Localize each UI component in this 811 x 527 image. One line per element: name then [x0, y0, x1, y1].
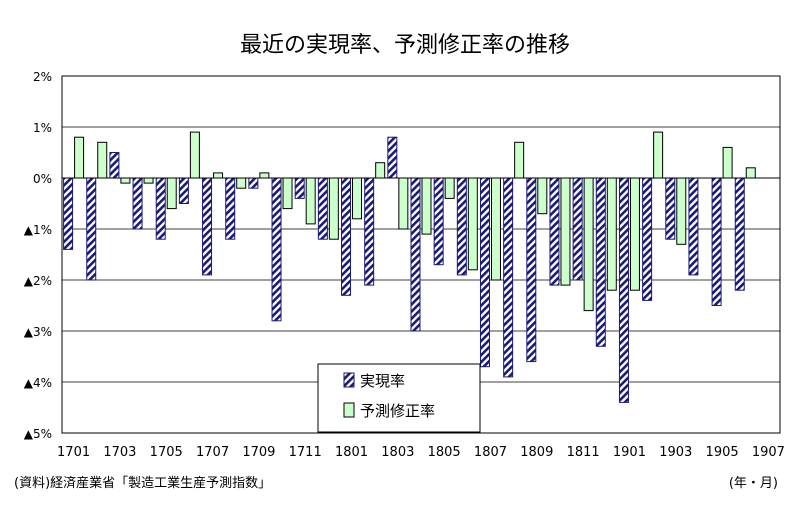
bar-revision: [259, 172, 270, 179]
bar-revision: [305, 177, 316, 225]
bar-revision: [606, 177, 617, 291]
x-tick-label: 1705: [150, 445, 183, 460]
bar-actual: [711, 177, 722, 306]
bar-revision: [444, 177, 455, 199]
bar-revision: [745, 167, 756, 179]
plot-frame: [61, 75, 781, 434]
bar-revision: [398, 177, 409, 230]
chart-title: 最近の実現率、予測修正率の推移: [240, 33, 570, 58]
source-note: (資料)経済産業省「製造工業生産予測指数」: [14, 475, 271, 491]
y-tick-label: 1%: [33, 121, 52, 135]
bar-actual: [479, 177, 490, 368]
x-tick-label: 1901: [613, 445, 646, 460]
bar-actual: [456, 177, 467, 276]
bar-actual: [433, 177, 444, 266]
bar-actual: [734, 177, 745, 291]
bar-actual: [317, 177, 328, 240]
legend: 実現率 予測修正率: [317, 363, 481, 433]
bar-revision: [490, 177, 501, 281]
bar-revision: [421, 177, 432, 235]
x-tick-label: 1907: [752, 445, 785, 460]
bar-revision: [537, 177, 548, 215]
y-tick-label: ▲1%: [24, 223, 52, 237]
bar-revision: [514, 141, 525, 179]
bar-actual: [341, 177, 352, 296]
bar-revision: [213, 172, 224, 179]
bar-actual: [364, 177, 375, 286]
legend-label-revision: 予測修正率: [360, 402, 435, 420]
bar-revision: [282, 177, 293, 210]
y-tick-label: ▲5%: [24, 427, 52, 441]
bar-actual: [642, 177, 653, 301]
bar-actual: [132, 177, 143, 230]
bar-actual: [526, 177, 537, 363]
bar-revision: [676, 177, 687, 245]
x-tick-label: 1807: [474, 445, 507, 460]
bar-actual: [155, 177, 166, 240]
bar-actual: [572, 177, 583, 281]
x-tick-label: 1711: [289, 445, 322, 460]
y-tick-label: ▲3%: [24, 325, 52, 339]
legend-swatch-revision: [343, 402, 355, 418]
x-tick-label: 1707: [196, 445, 229, 460]
bar-actual: [109, 152, 120, 179]
bar-revision: [467, 177, 478, 271]
y-tick-label: 0%: [33, 172, 52, 186]
legend-label-actual: 実現率: [360, 372, 405, 390]
bar-actual: [271, 177, 282, 322]
bar-actual: [410, 177, 421, 332]
x-tick-label: 1701: [57, 445, 90, 460]
bar-actual: [503, 177, 514, 378]
bar-actual: [248, 177, 259, 189]
legend-box: [317, 363, 481, 433]
bar-revision: [583, 177, 594, 312]
x-tick-label: 1905: [706, 445, 739, 460]
bar-actual: [225, 177, 236, 240]
x-tick-label: 1805: [428, 445, 461, 460]
bars: [63, 131, 756, 403]
bar-actual: [294, 177, 305, 199]
bar-revision: [560, 177, 571, 286]
bar-revision: [653, 131, 664, 179]
y-tick-label: ▲2%: [24, 274, 52, 288]
x-tick-label: 1903: [659, 445, 692, 460]
bar-actual: [618, 177, 629, 403]
bar-actual: [178, 177, 189, 204]
y-axis-ticks: 2% 1% 0% ▲1% ▲2% ▲3% ▲4% ▲5%: [24, 70, 52, 441]
bar-actual: [202, 177, 213, 276]
bar-actual: [63, 177, 74, 250]
x-tick-label: 1709: [242, 445, 275, 460]
bar-revision: [722, 146, 733, 179]
bar-revision: [97, 141, 108, 179]
bar-revision: [166, 177, 177, 210]
grid-lines: [62, 126, 780, 383]
x-tick-label: 1803: [381, 445, 414, 460]
bar-revision: [236, 177, 247, 189]
bar-actual: [387, 136, 398, 179]
x-tick-label: 1809: [520, 445, 553, 460]
x-tick-label: 1811: [567, 445, 600, 460]
bar-revision: [375, 162, 386, 179]
x-tick-label: 1801: [335, 445, 368, 460]
bar-actual: [688, 177, 699, 276]
bar-revision: [352, 177, 363, 220]
bar-revision: [189, 131, 200, 179]
legend-swatch-actual: [343, 372, 355, 388]
x-axis-ticks: 1701 1703 1705 1707 1709 1711 1801 1803 1805 1807…: [57, 445, 785, 460]
bar-revision: [629, 177, 640, 291]
bar-revision: [74, 136, 85, 179]
y-tick-label: ▲4%: [24, 376, 52, 390]
bar-revision: [143, 177, 154, 184]
bar-actual: [665, 177, 676, 240]
x-axis-label: (年・月): [729, 476, 778, 491]
bar-actual: [549, 177, 560, 286]
bar-actual: [595, 177, 606, 347]
bar-revision: [120, 177, 131, 184]
bar-actual: [86, 177, 97, 281]
bar-revision: [328, 177, 339, 240]
y-tick-label: 2%: [33, 70, 52, 84]
x-tick-label: 1703: [103, 445, 136, 460]
